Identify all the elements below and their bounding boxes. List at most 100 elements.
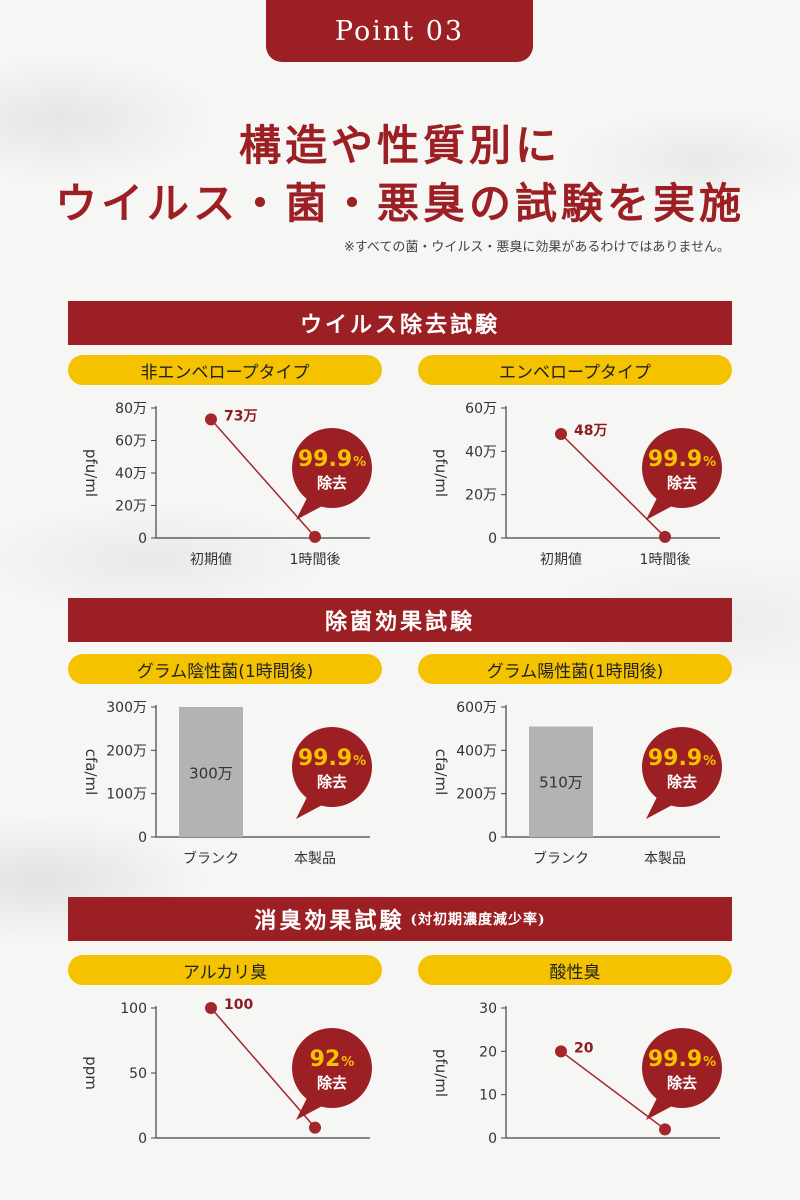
reduction-bubble: 99.9% 除去 <box>642 727 722 819</box>
y-tick-label: 30 <box>479 1001 497 1017</box>
bubble-text: 除去 <box>667 474 697 492</box>
y-tick-label: 0 <box>138 1131 147 1147</box>
bubble-text: 除去 <box>317 1074 347 1092</box>
y-axis-label: cfa/ml <box>432 749 450 796</box>
disclaimer-note: ※すべての菌・ウイルス・悪臭に効果があるわけではありません。 <box>343 240 730 255</box>
bubble-text: 除去 <box>667 1074 697 1092</box>
y-tick-label: 400万 <box>456 743 497 759</box>
y-tick-label: 100万 <box>106 787 147 803</box>
chart-acid-odor: pfu/ml 0 10 20 30 20 99.9% 除去 <box>420 998 722 1198</box>
y-axis-label: pfu/ml <box>432 1049 450 1097</box>
page-title-line2: ウイルス・菌・悪臭の試験を実施 <box>54 179 745 228</box>
y-tick-label: 10 <box>479 1088 497 1104</box>
section-header-virus: ウイルス除去試験 <box>68 301 732 345</box>
bubble-circle <box>292 1028 372 1108</box>
chart-tag-non-envelope: 非エンベロープタイプ <box>68 355 382 385</box>
y-tick-label: 200万 <box>456 787 497 803</box>
bubble-percent: 99.9% <box>648 746 716 771</box>
chart-non-envelope-virus: pfu/ml 0 20万 40万 60万 80万 初期値 1時間後 73万 99.9% 除去 <box>70 398 372 598</box>
y-axis-label: pfu/ml <box>82 449 100 497</box>
section-header-odor: 消臭効果試験 (対初期濃度減少率) <box>68 897 732 941</box>
chart-alkaline-odor: ppm 0 50 100 100 92% 除去 <box>70 997 372 1198</box>
y-tick-label: 40万 <box>465 444 497 460</box>
y-tick-label: 100 <box>120 1001 147 1017</box>
chart-tag-label: アルカリ臭 <box>182 962 268 983</box>
chart-tag-envelope: エンベロープタイプ <box>418 355 732 385</box>
y-tick-label: 0 <box>488 531 497 547</box>
data-point <box>309 530 321 543</box>
chart-gram-negative: cfa/ml 0 100万 200万 300万 ブランク 本製品 300万 99.9% 除去 <box>70 697 372 897</box>
series-line <box>560 433 666 538</box>
y-axis-label: pfu/ml <box>432 449 450 497</box>
chart-tag-label: 非エンベロープタイプ <box>140 362 310 383</box>
y-tick-label: 20 <box>479 1044 497 1060</box>
bubble-percent: 92% <box>310 1047 355 1072</box>
x-tick-label: 本製品 <box>294 851 336 867</box>
y-tick-label: 300万 <box>106 700 147 716</box>
point-badge: Point 03 <box>266 0 533 62</box>
reduction-bubble: 99.9% 除去 <box>642 428 722 520</box>
data-point <box>555 1045 567 1058</box>
data-point <box>659 1123 671 1136</box>
chart-envelope-virus: pfu/ml 0 20万 40万 60万 初期値 1時間後 48万 99.9% 除去 <box>420 398 722 598</box>
data-point <box>309 1121 321 1134</box>
x-tick-label: 1時間後 <box>290 552 341 568</box>
chart-tag-gram-negative: グラム陰性菌(1時間後) <box>68 654 382 684</box>
y-tick-label: 0 <box>488 1131 497 1147</box>
bubble-text: 除去 <box>317 474 347 492</box>
x-tick-label: 本製品 <box>644 851 686 867</box>
data-point <box>205 413 217 426</box>
y-tick-label: 60万 <box>115 434 147 450</box>
bubble-percent: 99.9% <box>648 1047 716 1072</box>
data-label: 20 <box>574 1040 594 1056</box>
y-tick-label: 20万 <box>465 488 497 504</box>
series-line <box>560 1050 666 1130</box>
bubble-circle <box>292 428 372 508</box>
data-point <box>555 428 567 440</box>
y-tick-label: 0 <box>488 830 497 846</box>
y-tick-label: 0 <box>138 830 147 846</box>
point-label: Point 03 <box>334 15 465 47</box>
chart-tag-gram-positive: グラム陽性菌(1時間後) <box>418 654 732 684</box>
chart-tag-alkaline-odor: アルカリ臭 <box>68 955 382 985</box>
section-title-bacteria: 除菌効果試験 <box>324 609 475 635</box>
x-tick-label: ブランク <box>533 850 589 867</box>
reduction-bubble: 99.9% 除去 <box>292 428 372 520</box>
bar-label: 510万 <box>539 773 583 791</box>
reduction-bubble: 92% 除去 <box>292 1028 372 1120</box>
page-title-line1: 構造や性質別に <box>238 121 561 170</box>
chart-tag-label: 酸性臭 <box>549 962 601 983</box>
data-label: 48万 <box>574 423 607 439</box>
bar <box>529 726 593 837</box>
chart-tag-label: エンベロープタイプ <box>499 362 651 383</box>
chart-gram-positive: cfa/ml 0 200万 400万 600万 ブランク 本製品 510万 99.9% 除去 <box>420 697 722 897</box>
y-tick-label: 40万 <box>115 466 147 482</box>
bubble-percent: 99.9% <box>298 746 366 771</box>
reduction-bubble: 99.9% 除去 <box>292 727 372 819</box>
section-subtitle-odor: (対初期濃度減少率) <box>410 912 546 928</box>
bubble-circle <box>642 1028 722 1108</box>
y-tick-label: 20万 <box>115 499 147 515</box>
data-point <box>659 530 671 543</box>
bubble-circle <box>292 727 372 807</box>
chart-tag-label: グラム陰性菌(1時間後) <box>136 661 314 682</box>
y-tick-label: 200万 <box>106 743 147 759</box>
data-label: 100 <box>224 997 253 1013</box>
data-label: 73万 <box>224 408 257 424</box>
bar-label: 300万 <box>189 765 233 783</box>
bubble-percent: 99.9% <box>298 447 366 472</box>
x-tick-label: 1時間後 <box>640 552 691 568</box>
x-tick-label: ブランク <box>183 850 239 867</box>
bubble-text: 除去 <box>317 773 347 791</box>
bar <box>179 707 243 837</box>
x-tick-label: 初期値 <box>190 551 232 568</box>
chart-tag-label: グラム陽性菌(1時間後) <box>486 661 664 682</box>
bubble-circle <box>642 727 722 807</box>
bubble-percent: 99.9% <box>648 447 716 472</box>
series-line <box>210 1007 316 1129</box>
bubble-text: 除去 <box>667 773 697 791</box>
bubble-circle <box>642 428 722 508</box>
y-tick-label: 50 <box>129 1066 147 1082</box>
reduction-bubble: 99.9% 除去 <box>642 1028 722 1120</box>
y-tick-label: 0 <box>138 531 147 547</box>
